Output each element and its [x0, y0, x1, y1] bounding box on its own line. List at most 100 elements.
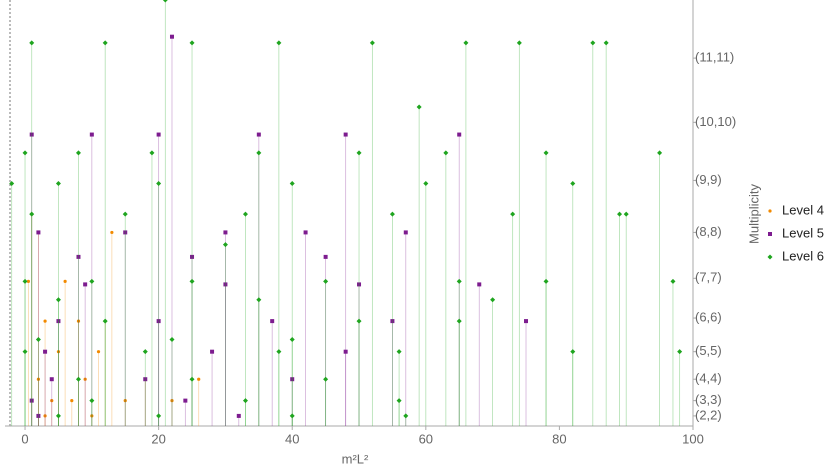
point	[83, 282, 88, 287]
point	[56, 319, 61, 324]
point	[110, 230, 114, 235]
point	[223, 230, 228, 235]
y-tick-label: (6,6)	[695, 309, 722, 324]
point	[156, 319, 161, 324]
point	[443, 150, 449, 156]
point	[149, 150, 155, 156]
point	[29, 211, 35, 217]
point	[289, 336, 295, 342]
point	[90, 414, 94, 418]
point	[276, 40, 282, 46]
point	[143, 377, 148, 382]
point	[276, 349, 282, 355]
x-tick-label: 20	[151, 431, 165, 446]
point	[55, 413, 61, 419]
point	[403, 230, 408, 235]
point	[242, 398, 248, 404]
point	[603, 40, 609, 46]
point	[570, 180, 576, 186]
point	[323, 254, 328, 259]
point	[156, 180, 162, 186]
point	[463, 40, 469, 46]
y-tick-label: (9,9)	[695, 172, 722, 187]
y-tick-label: (2,2)	[695, 407, 722, 422]
point	[26, 279, 30, 283]
point	[323, 278, 329, 284]
x-tick-label: 40	[285, 431, 299, 446]
point	[369, 40, 375, 46]
point	[357, 282, 362, 287]
legend-title: Multiplicity	[746, 184, 761, 244]
point	[543, 150, 549, 156]
x-tick-label: 80	[552, 431, 566, 446]
point	[36, 230, 41, 235]
point	[396, 349, 402, 355]
x-tick-label: 0	[21, 431, 28, 446]
point	[122, 211, 128, 217]
point	[162, 0, 168, 3]
point	[490, 297, 496, 303]
point	[210, 349, 215, 354]
point	[623, 211, 629, 217]
x-tick-label: 100	[682, 431, 704, 446]
point	[89, 278, 95, 284]
point	[43, 349, 48, 354]
y-tick-label: (8,8)	[695, 224, 722, 239]
point	[156, 132, 161, 137]
point	[142, 349, 148, 355]
y-tick-label: (10,10)	[695, 114, 736, 129]
point	[70, 399, 74, 403]
y-tick-label: (5,5)	[695, 343, 722, 358]
point	[456, 278, 462, 284]
point	[56, 350, 61, 354]
point	[36, 377, 40, 381]
point	[89, 132, 94, 137]
point	[289, 413, 295, 419]
y-tick-label: (3,3)	[695, 392, 722, 407]
legend-label: Level 6	[782, 248, 824, 263]
point	[43, 414, 47, 418]
point	[543, 278, 549, 284]
point	[222, 242, 228, 248]
x-tick-label: 60	[419, 431, 433, 446]
point	[416, 104, 422, 110]
point	[423, 180, 429, 186]
legend-marker	[768, 232, 772, 236]
point	[323, 376, 329, 382]
point	[170, 399, 174, 403]
y-tick-label: (4,4)	[695, 371, 722, 386]
point	[29, 398, 34, 403]
point	[189, 40, 195, 46]
point	[123, 230, 128, 235]
point	[657, 150, 663, 156]
legend-label: Level 4	[782, 202, 824, 217]
legend-marker	[768, 209, 772, 213]
point	[289, 180, 295, 186]
point	[390, 319, 395, 324]
point	[223, 282, 228, 287]
point	[169, 34, 174, 39]
point	[75, 150, 81, 156]
point	[22, 278, 28, 284]
x-axis-label: m²L²	[342, 451, 369, 466]
point	[35, 336, 41, 342]
point	[617, 211, 623, 217]
point	[670, 278, 676, 284]
point	[457, 132, 462, 137]
point	[55, 297, 61, 303]
point	[22, 349, 28, 355]
point	[189, 376, 195, 382]
point	[50, 399, 54, 403]
legend-marker	[767, 254, 773, 260]
point	[356, 150, 362, 156]
point	[36, 413, 41, 418]
legend-label: Level 5	[782, 225, 824, 240]
point	[256, 132, 261, 137]
point	[356, 318, 362, 324]
point	[270, 319, 275, 324]
point	[197, 377, 201, 381]
point	[76, 319, 81, 323]
point	[516, 40, 522, 46]
point	[75, 376, 81, 382]
